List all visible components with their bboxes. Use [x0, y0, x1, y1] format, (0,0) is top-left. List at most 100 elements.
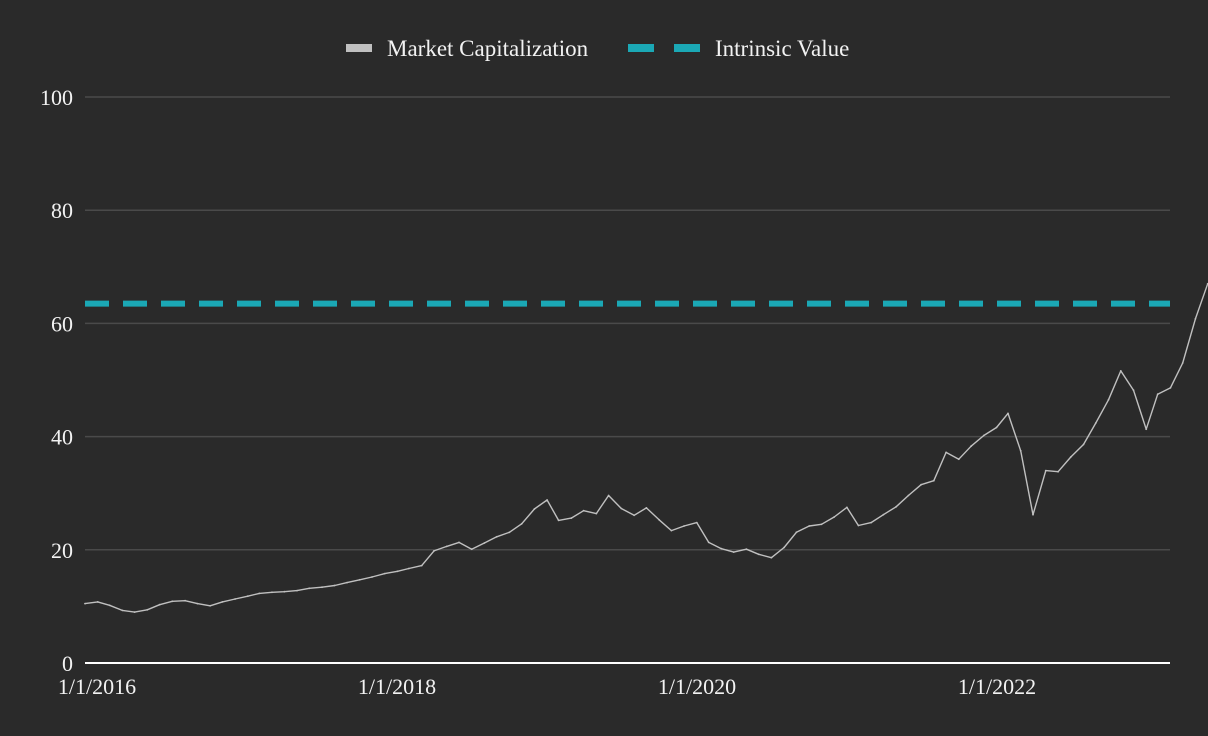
data-point [108, 604, 111, 607]
x-tick-label: 1/1/2022 [958, 674, 1036, 699]
data-point [595, 512, 598, 515]
data-point [408, 567, 410, 570]
data-point [271, 591, 273, 594]
data-point [770, 556, 773, 559]
data-point [1181, 362, 1184, 364]
data-point [720, 547, 723, 550]
data-point [658, 518, 660, 521]
data-point [670, 529, 673, 532]
data-point [433, 550, 435, 552]
data-point [84, 602, 86, 605]
data-point [121, 609, 124, 612]
legend: Market Capitalization Intrinsic Value [346, 36, 849, 61]
data-point [1069, 456, 1072, 458]
data-point [508, 531, 511, 534]
data-point [995, 426, 998, 429]
data-point [633, 514, 635, 517]
data-point [184, 599, 187, 602]
data-point [458, 541, 460, 544]
data-point [133, 611, 136, 613]
data-point [982, 434, 985, 437]
y-tick-label: 100 [40, 85, 73, 110]
data-point [470, 548, 473, 551]
data-point [1094, 422, 1097, 424]
data-point [171, 600, 174, 603]
data-point [795, 531, 798, 534]
data-point [321, 586, 323, 589]
data-point [234, 598, 237, 600]
data-point [371, 576, 373, 578]
y-tick-label: 80 [51, 198, 73, 223]
data-point [346, 581, 348, 584]
data-point [1044, 469, 1047, 472]
data-point [945, 451, 947, 454]
data-point [820, 523, 823, 526]
data-point [683, 525, 685, 527]
data-point [1169, 387, 1172, 389]
data-point [308, 587, 311, 590]
y-tick-label: 20 [51, 538, 73, 563]
data-point [732, 551, 735, 553]
axis-layer: 0 20 40 60 80 100 1/1/2016 1/1/2018 1/1/2020 1/1/… [40, 85, 1170, 699]
data-point [533, 508, 536, 510]
y-tick-label: 40 [51, 425, 73, 450]
data-point [1007, 412, 1009, 415]
data-point [1194, 318, 1197, 320]
y-tick-label: 60 [51, 311, 73, 336]
data-point [846, 506, 848, 509]
data-point [520, 522, 523, 525]
data-point [283, 590, 286, 593]
x-tick-label: 1/1/2018 [358, 674, 436, 699]
data-point [333, 584, 336, 587]
data-point [246, 595, 249, 598]
data-point [607, 494, 610, 497]
data-point [620, 507, 623, 510]
data-point [920, 483, 922, 486]
data-point [358, 578, 361, 581]
legend-label-market-capitalization: Market Capitalization [387, 36, 589, 61]
data-point [582, 509, 585, 512]
data-point [882, 513, 885, 516]
series-layer [84, 282, 1208, 613]
data-point [783, 546, 785, 549]
data-point [383, 572, 386, 575]
legend-swatch-market-capitalization [346, 44, 372, 52]
data-point [757, 553, 760, 556]
data-point [209, 604, 212, 607]
data-point [1082, 443, 1085, 446]
data-point [495, 535, 498, 538]
data-point [833, 516, 836, 518]
data-point [557, 519, 560, 522]
data-point [745, 548, 748, 551]
data-point [221, 601, 224, 603]
legend-label-intrinsic-value: Intrinsic Value [715, 36, 849, 61]
x-tick-label: 1/1/2020 [658, 674, 736, 699]
data-point [1119, 370, 1122, 372]
data-point [1145, 428, 1148, 431]
data-point [1019, 449, 1022, 452]
data-point [420, 564, 423, 567]
data-point [146, 608, 149, 611]
data-point [1132, 389, 1135, 392]
data-point [857, 524, 860, 527]
data-point [296, 589, 298, 592]
data-point [907, 494, 910, 497]
data-point [483, 542, 486, 544]
data-point [970, 445, 972, 448]
x-tick-label: 1/1/2016 [58, 674, 136, 699]
data-point [396, 570, 399, 573]
data-point [158, 603, 161, 606]
data-point [695, 521, 698, 524]
data-point [570, 517, 573, 519]
data-point [1032, 513, 1034, 516]
grid-layer [85, 96, 1170, 551]
data-point [707, 541, 710, 544]
data-point [196, 602, 199, 605]
data-point [258, 592, 261, 595]
data-point [870, 521, 872, 524]
data-point [1107, 398, 1110, 401]
series-line-market-capitalization [84, 283, 1208, 613]
data-point [546, 499, 548, 501]
